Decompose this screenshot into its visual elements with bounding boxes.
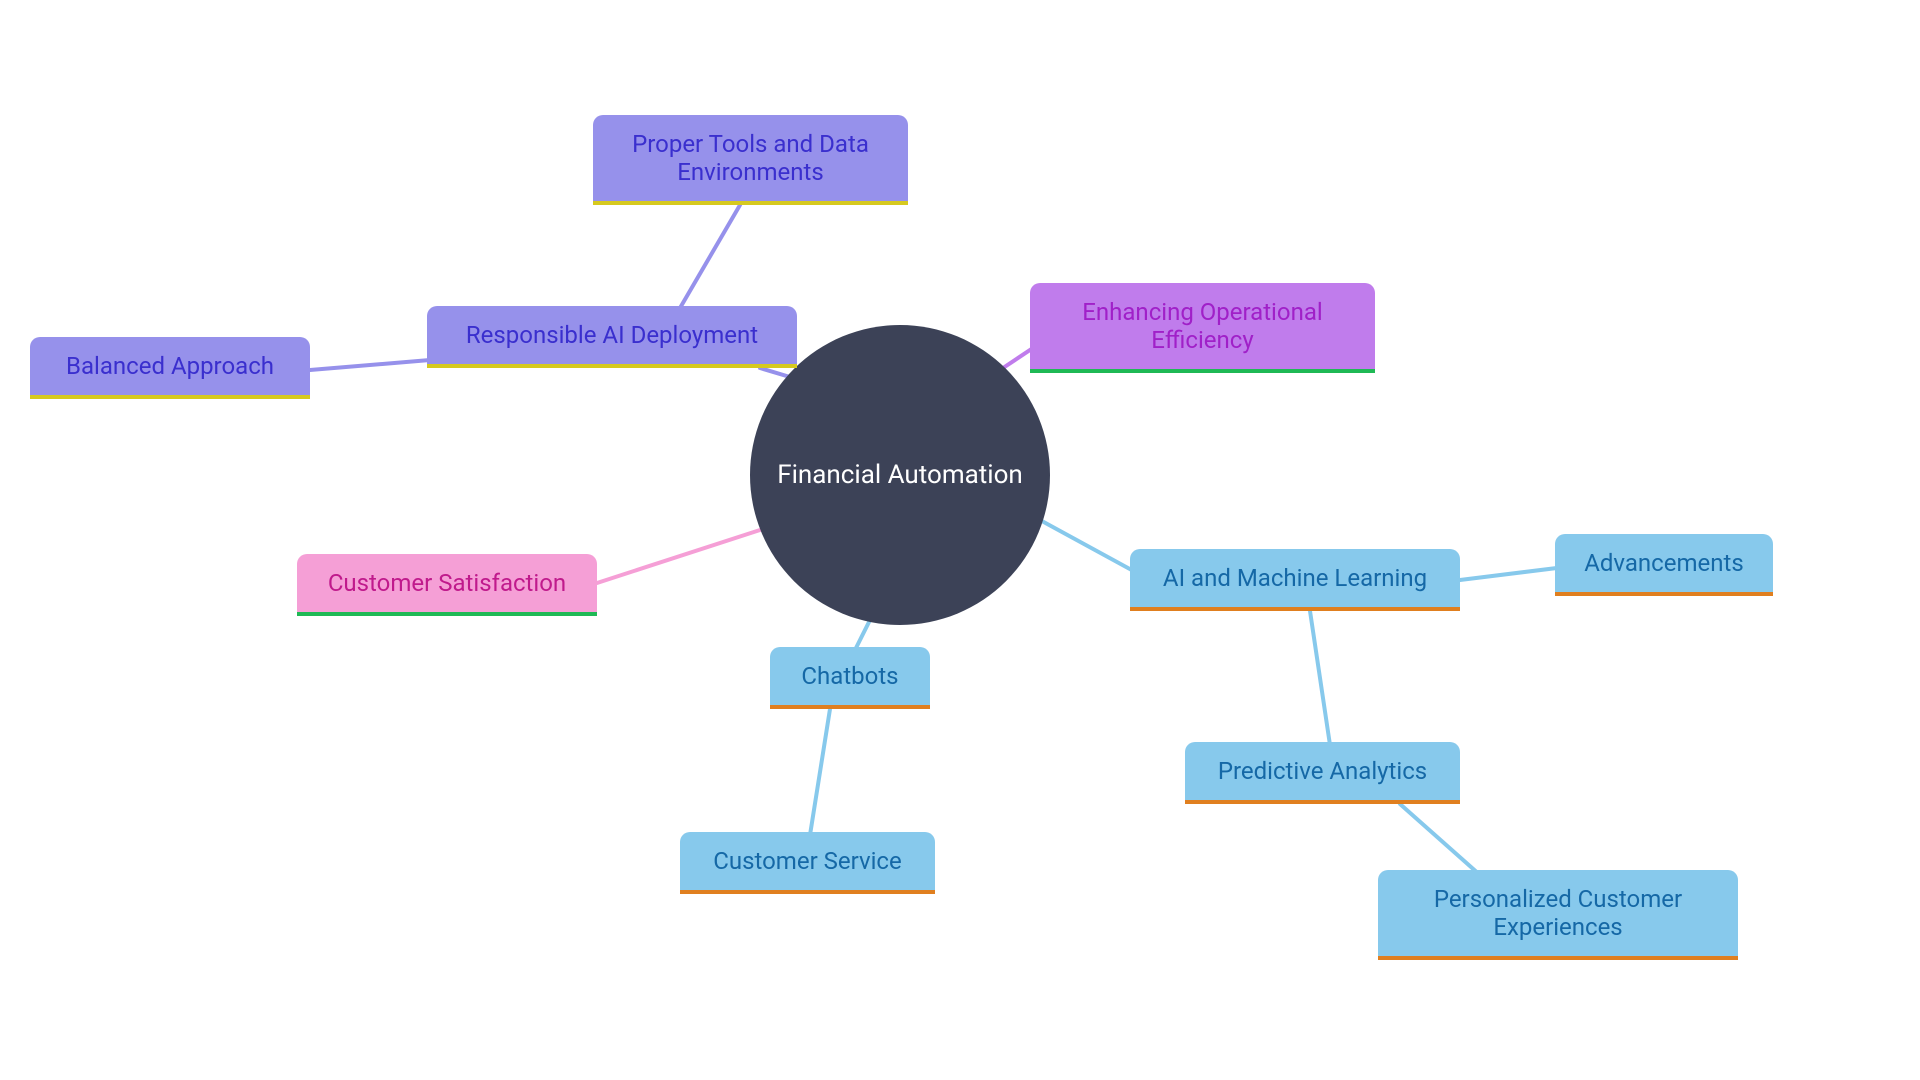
center-node-label: Financial Automation — [777, 460, 1023, 490]
center-node-financial-automation: Financial Automation — [750, 325, 1050, 625]
node-responsible-ai-deployment: Responsible AI Deployment — [427, 306, 797, 368]
node-label: Advancements — [1584, 549, 1744, 577]
node-proper-tools-and-data-environments: Proper Tools and Data Environments — [593, 115, 908, 205]
node-label: Customer Service — [713, 847, 901, 875]
node-label: Responsible AI Deployment — [466, 321, 758, 349]
node-balanced-approach: Balanced Approach — [30, 337, 310, 399]
mindmap-canvas: Financial Automation Enhancing Operation… — [0, 0, 1920, 1080]
node-label: Customer Satisfaction — [328, 569, 566, 597]
node-label: AI and Machine Learning — [1163, 564, 1427, 592]
node-enhancing-operational-efficiency: Enhancing Operational Efficiency — [1030, 283, 1375, 373]
node-customer-satisfaction: Customer Satisfaction — [297, 554, 597, 616]
node-label: Chatbots — [801, 662, 898, 690]
node-advancements: Advancements — [1555, 534, 1773, 596]
node-personalized-customer-experiences: Personalized Customer Experiences — [1378, 870, 1738, 960]
node-label: Enhancing Operational Efficiency — [1052, 298, 1353, 354]
node-label: Balanced Approach — [66, 352, 274, 380]
node-customer-service: Customer Service — [680, 832, 935, 894]
node-chatbots: Chatbots — [770, 647, 930, 709]
node-predictive-analytics: Predictive Analytics — [1185, 742, 1460, 804]
node-label: Personalized Customer Experiences — [1400, 885, 1716, 941]
node-label: Predictive Analytics — [1218, 757, 1427, 785]
node-ai-and-machine-learning: AI and Machine Learning — [1130, 549, 1460, 611]
node-label: Proper Tools and Data Environments — [615, 130, 886, 186]
